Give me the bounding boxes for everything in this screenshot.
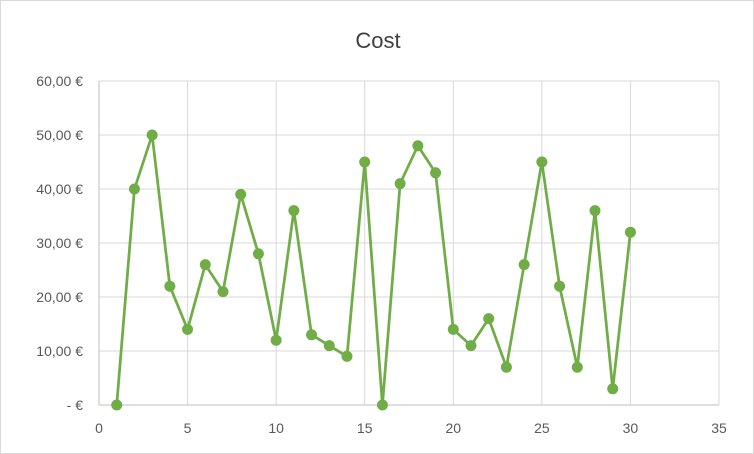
data-point [589, 205, 601, 217]
data-point [217, 286, 229, 298]
x-tick-label: 15 [357, 420, 373, 436]
y-axis-tick-labels: - € 10,00 € 20,00 € 30,00 € 40,00 € 50,00 € 60… [36, 73, 83, 413]
data-point [536, 156, 548, 168]
cost-series [111, 129, 636, 411]
gridlines [99, 80, 720, 405]
data-point [554, 280, 566, 292]
data-point [394, 178, 406, 190]
data-point [199, 259, 211, 271]
data-point [164, 280, 176, 292]
y-tick-label: 60,00 € [36, 73, 83, 89]
data-point [323, 340, 335, 352]
data-point [571, 361, 583, 373]
x-tick-label: 25 [534, 420, 550, 436]
data-point [412, 140, 424, 152]
y-tick-label: - € [67, 397, 84, 413]
x-tick-label: 30 [623, 420, 639, 436]
series-line [115, 133, 632, 407]
data-point [624, 226, 636, 238]
y-tick-label: 10,00 € [36, 343, 83, 359]
data-point [182, 323, 194, 335]
y-tick-label: 50,00 € [36, 127, 83, 143]
x-tick-label: 35 [711, 420, 727, 436]
data-point [607, 383, 619, 395]
x-tick-label: 0 [95, 420, 103, 436]
data-point [359, 156, 371, 168]
chart-title: Cost [355, 28, 400, 53]
data-point [146, 129, 158, 141]
data-point [465, 340, 477, 352]
data-point [483, 313, 495, 325]
data-point [341, 350, 353, 362]
data-point [447, 323, 459, 335]
data-point [235, 188, 247, 200]
data-point [252, 248, 264, 260]
data-point [306, 329, 318, 341]
data-point [128, 183, 140, 195]
axes [98, 81, 719, 406]
data-point [376, 399, 388, 411]
data-point [270, 334, 282, 346]
data-point [500, 361, 512, 373]
data-point [288, 205, 300, 217]
data-point [430, 167, 442, 179]
x-tick-label: 10 [268, 420, 284, 436]
y-tick-label: 20,00 € [36, 289, 83, 305]
data-point [518, 259, 530, 271]
y-tick-label: 30,00 € [36, 235, 83, 251]
x-tick-label: 20 [445, 420, 461, 436]
y-tick-label: 40,00 € [36, 181, 83, 197]
x-tick-label: 5 [184, 420, 192, 436]
data-point [111, 399, 123, 411]
x-axis-tick-labels: 0 5 10 15 20 25 30 35 [95, 420, 727, 436]
